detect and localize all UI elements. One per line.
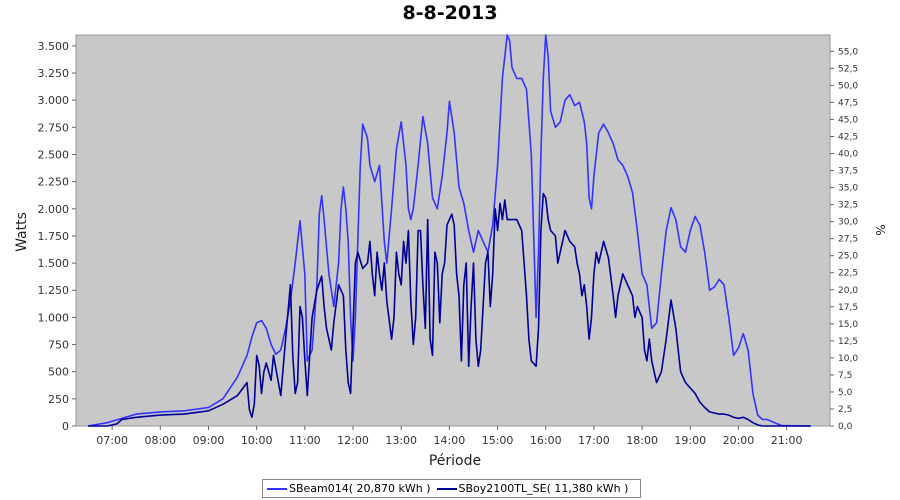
- y-right-tick-label: 25,0: [838, 252, 858, 262]
- y-right-tick-label: 7,5: [838, 371, 852, 381]
- x-tick-label: 07:00: [96, 434, 128, 447]
- y-tick-label: 1.750: [38, 230, 70, 243]
- y-right-tick-label: 52,5: [838, 64, 858, 74]
- legend-label-sboy: SBoy2100TL_SE( 11,380 kWh ): [458, 482, 629, 495]
- y-right-tick-label: 37,5: [838, 167, 858, 177]
- y-right-tick-label: 20,0: [838, 286, 858, 296]
- y-tick-label: 3.500: [38, 40, 70, 53]
- y-tick-label: 1.250: [38, 284, 70, 297]
- y-axis-label-right: %: [873, 224, 887, 235]
- y-right-tick-label: 12,5: [838, 337, 858, 347]
- y-right-tick-label: 47,5: [838, 98, 858, 108]
- y-tick-label: 2.000: [38, 203, 70, 216]
- y-right-tick-label: 30,0: [838, 218, 858, 228]
- y-tick-label: 1.000: [38, 311, 70, 324]
- y-right-tick-label: 2,5: [838, 405, 852, 415]
- x-tick-label: 11:00: [289, 434, 321, 447]
- x-tick-label: 16:00: [530, 434, 562, 447]
- y-right-tick-label: 55,0: [838, 47, 858, 57]
- y-tick-label: 2.250: [38, 176, 70, 189]
- y-right-tick-label: 17,5: [838, 303, 858, 313]
- y-right-tick-label: 50,0: [838, 81, 858, 91]
- y-right-tick-label: 35,0: [838, 184, 858, 194]
- y-tick-label: 2.500: [38, 148, 70, 161]
- legend-item-sboy: SBoy2100TL_SE( 11,380 kWh ): [436, 482, 629, 495]
- y-right-tick-label: 5,0: [838, 388, 853, 398]
- legend-swatch-sboy: [436, 487, 457, 490]
- series-sbeam014-line: [87, 34, 811, 427]
- y-right-tick-label: 15,0: [838, 320, 858, 330]
- x-tick-label: 15:00: [482, 434, 514, 447]
- legend-swatch-sbeam: [267, 487, 287, 490]
- legend: SBeam014( 20,870 kWh ) SBoy2100TL_SE( 11…: [262, 479, 642, 498]
- y-right-tick-label: 40,0: [838, 150, 858, 160]
- y-axis-label: Watts: [14, 212, 30, 252]
- x-tick-label: 13:00: [385, 434, 417, 447]
- x-tick-label: 18:00: [626, 434, 658, 447]
- plot-background: [75, 34, 831, 427]
- y-tick-label: 500: [48, 366, 69, 379]
- y-tick-label: 3.000: [38, 94, 70, 107]
- y-tick-label: 2.750: [38, 121, 70, 134]
- y-right-tick-label: 45,0: [838, 115, 858, 125]
- chart-title: 8-8-2013: [402, 2, 498, 24]
- x-tick-label: 10:00: [241, 434, 273, 447]
- x-tick-label: 21:00: [771, 434, 803, 447]
- x-tick-label: 17:00: [578, 434, 610, 447]
- x-tick-label: 20:00: [723, 434, 755, 447]
- y-tick-label: 250: [48, 393, 69, 406]
- y-right-tick-label: 0,0: [838, 422, 853, 432]
- y-right-tick-label: 42,5: [838, 132, 858, 142]
- y-right-tick-label: 22,5: [838, 269, 858, 279]
- y-tick-label: 1.500: [38, 257, 70, 270]
- x-tick-label: 09:00: [193, 434, 225, 447]
- y-axis-left: 0 250 500 750 1.000 1.250 1.500 1.750 2.000 2.250…: [38, 40, 76, 433]
- x-axis: 07:00 08:00 09:00 10:00 11:00 12:00 13:00 14:00…: [96, 426, 802, 447]
- x-tick-label: 08:00: [144, 434, 176, 447]
- x-tick-label: 14:00: [434, 434, 466, 447]
- y-right-tick-label: 10,0: [838, 354, 858, 364]
- y-right-tick-label: 27,5: [838, 235, 858, 245]
- legend-item-sbeam: SBeam014( 20,870 kWh ): [267, 482, 431, 495]
- y-right-tick-label: 32,5: [838, 201, 858, 211]
- x-tick-label: 12:00: [337, 434, 369, 447]
- y-axis-right: 0,0 2,5 5,0 7,5 10,0 12,5 15,0 17,5 20,0 22,5 25,0…: [830, 47, 858, 432]
- y-tick-label: 3.250: [38, 67, 70, 80]
- x-tick-label: 19:00: [674, 434, 706, 447]
- y-tick-label: 0: [62, 420, 69, 433]
- x-axis-label: Période: [429, 453, 481, 469]
- series-sboy2100tl-line: [88, 192, 811, 427]
- series-group: [87, 34, 811, 427]
- legend-label-sbeam: SBeam014( 20,870 kWh ): [289, 482, 431, 495]
- y-tick-label: 750: [48, 339, 69, 352]
